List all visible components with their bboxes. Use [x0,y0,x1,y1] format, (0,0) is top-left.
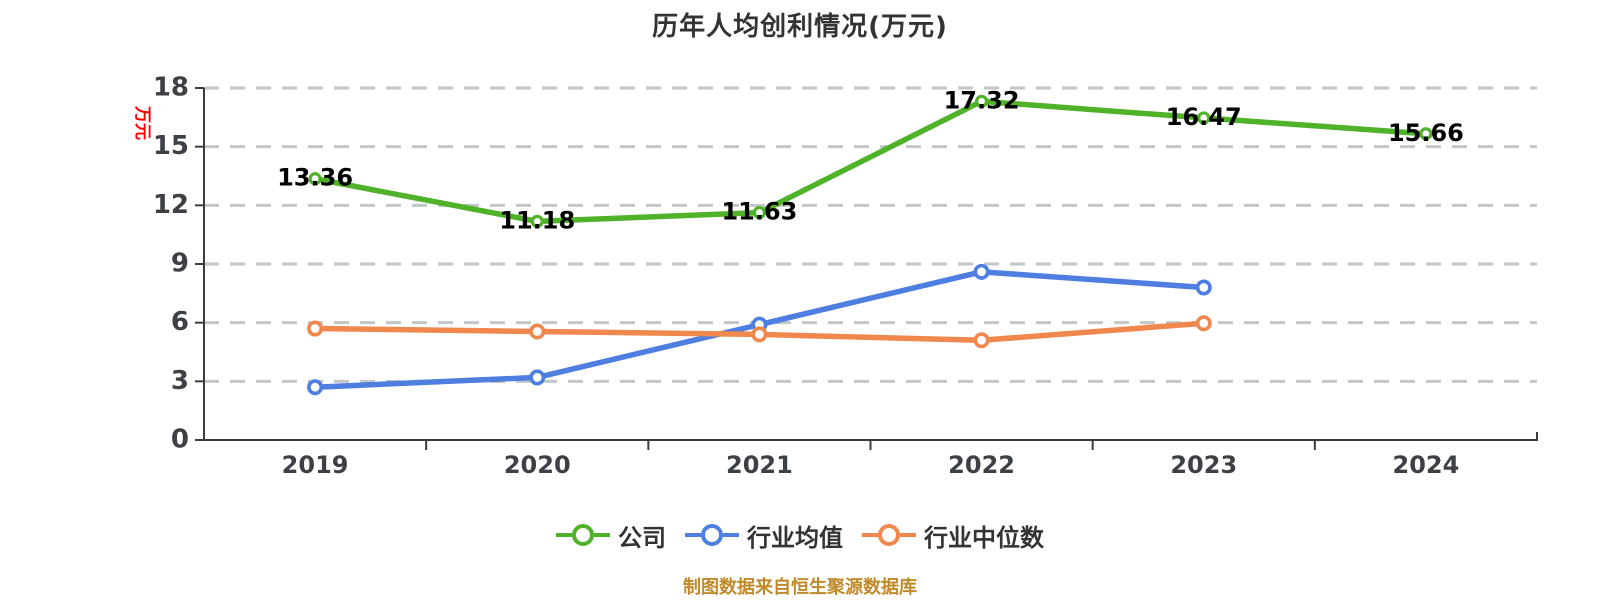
y-axis-unit-label: 万元 [132,105,152,140]
data-point-industry-average [529,369,546,386]
y-tick-label: 15 [153,131,189,161]
legend-item-company: 公司 [556,518,666,553]
x-tick-label: 2020 [504,451,571,479]
data-point-industry-average [973,263,990,280]
legend-item-industry-average: 行业均值 [685,518,843,553]
data-point-industry-average [1195,279,1212,296]
data-point-industry-median [751,326,768,343]
value-label: 15.66 [1388,119,1464,147]
legend-label-company: 公司 [618,523,666,552]
chart-title: 历年人均创利情况(万元) [652,12,948,42]
legend-item-industry-median: 行业中位数 [862,518,1044,553]
x-tick-label: 2019 [282,451,349,479]
y-tick-label: 18 [153,73,189,103]
y-tick-label: 6 [171,307,189,337]
data-point-company [1419,127,1433,141]
data-point-industry-median [307,320,324,337]
data-source-caption: 制图数据来自恒生聚源数据库 [683,577,917,598]
data-point-industry-median [529,323,546,340]
data-point-company [974,94,989,108]
value-label: 17.32 [944,86,1020,114]
x-tick-label: 2022 [948,451,1015,479]
data-point-industry-median [1195,315,1212,332]
legend-marker-industry-median [862,524,916,546]
y-tick-label: 9 [171,249,189,279]
data-point-industry-average [307,379,324,396]
data-point-company [530,214,544,228]
value-label: 16.47 [1166,103,1242,131]
axis-line [203,88,1538,441]
value-label: 11.18 [499,206,575,234]
y-tick-label: 0 [171,425,189,455]
value-label: 13.36 [277,164,353,192]
y-tick-label: 3 [171,366,189,396]
x-tick-label: 2023 [1170,451,1237,479]
legend-marker-company [556,524,610,546]
x-tick-label: 2021 [726,451,793,479]
x-tick-label: 2024 [1393,451,1460,479]
y-tick-label: 12 [153,190,189,220]
value-label: 11.63 [721,198,797,226]
data-point-company [1197,111,1211,125]
data-point-company [752,205,767,220]
series-line-company [312,98,1429,225]
legend: 公司 行业均值 行业中位数 [0,512,1600,558]
legend-label-industry-median: 行业中位数 [924,523,1044,552]
legend-marker-industry-average [685,524,739,546]
legend-label-industry-average: 行业均值 [747,523,843,552]
data-point-industry-median [973,332,990,349]
data-point-company [308,172,322,186]
